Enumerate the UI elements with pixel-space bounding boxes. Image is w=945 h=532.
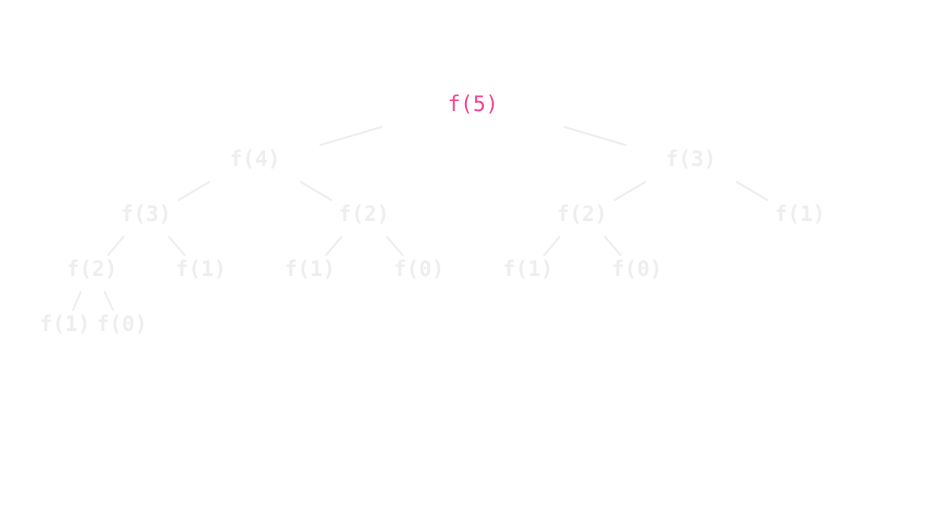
tree-node: f(0) <box>612 257 663 281</box>
tree-edge <box>543 236 561 256</box>
tree-node: f(0) <box>394 257 445 281</box>
tree-edge <box>735 181 769 201</box>
tree-edge <box>325 236 343 256</box>
tree-edge <box>168 236 186 256</box>
tree-node: f(1) <box>775 202 826 226</box>
tree-node: f(3) <box>121 202 172 226</box>
tree-nodes: f(5) f(4) f(3) f(3) f(2) f(2) f(1) f(2) f(1) f(1)… <box>40 92 826 336</box>
tree-node: f(2) <box>557 202 608 226</box>
tree-edge <box>319 126 383 146</box>
tree-edge <box>177 181 211 201</box>
tree-root-node: f(5) <box>448 92 499 116</box>
tree-edge <box>103 291 114 311</box>
tree-node: f(1) <box>176 257 227 281</box>
tree-node: f(3) <box>666 147 717 171</box>
tree-node: f(1) <box>40 312 91 336</box>
tree-node: f(4) <box>230 147 281 171</box>
tree-node: f(1) <box>503 257 554 281</box>
tree-node: f(0) <box>97 312 148 336</box>
tree-edge <box>72 291 82 311</box>
tree-edge <box>604 236 622 256</box>
tree-node: f(2) <box>67 257 118 281</box>
tree-edge <box>563 126 627 146</box>
tree-node: f(2) <box>339 202 390 226</box>
tree-edge <box>299 181 333 201</box>
tree-edge <box>107 236 125 256</box>
tree-node: f(1) <box>285 257 336 281</box>
tree-edge <box>613 181 647 201</box>
tree-edge <box>386 236 404 256</box>
tree-edges <box>72 126 769 311</box>
